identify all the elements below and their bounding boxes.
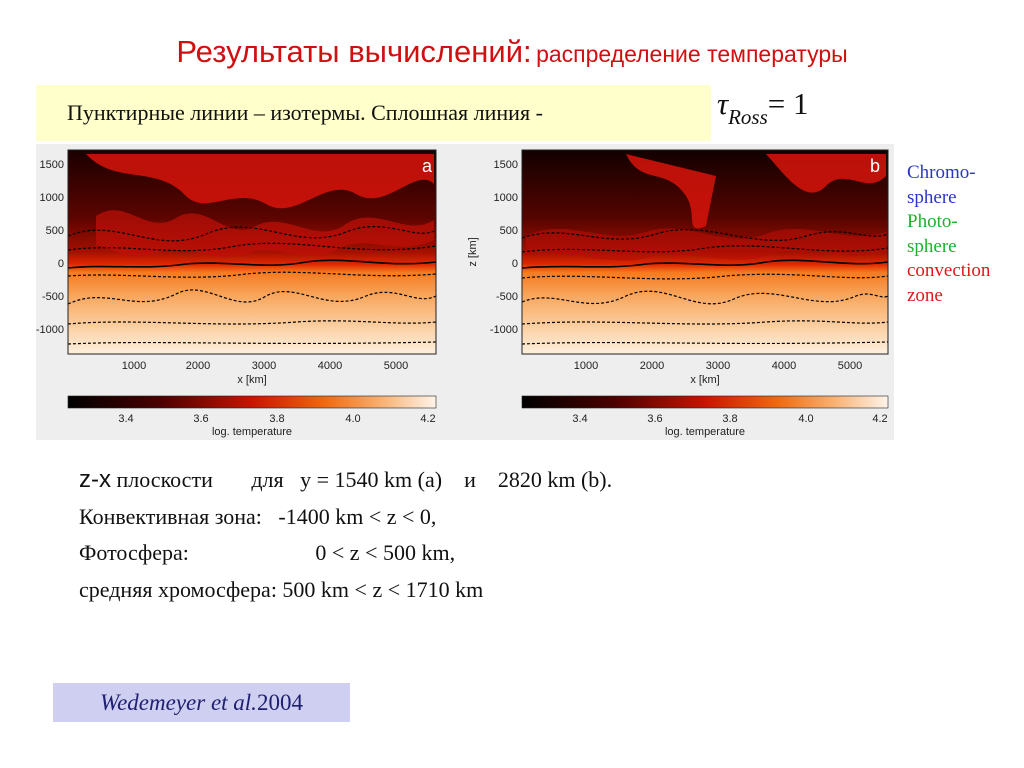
panel-a-z-tick: -500 — [42, 291, 64, 303]
panel-b-svg: b z [km] 1500 1000 500 0 -500 -1000 1000… — [467, 149, 889, 438]
panel-a-isotherm — [67, 341, 437, 345]
zx-planes-line: z-x плоскости для y = 1540 km (a) и 2820… — [79, 462, 612, 499]
panel-a-z-tick: 500 — [46, 225, 64, 237]
description-text: z-x плоскости для y = 1540 km (a) и 2820… — [79, 462, 612, 608]
panel-b-cbar-tick: 3.6 — [647, 413, 662, 425]
temperature-panel-a: a 1500 1000 500 0 -500 -1000 1000 2000 3… — [36, 146, 446, 440]
panel-b-isotherm — [521, 320, 889, 325]
panel-b-hot-filament — [766, 154, 886, 193]
tau-equals-one: = 1 — [767, 86, 809, 121]
isotherm-note-text: Пунктирные линии – изотермы. Сплошная ли… — [67, 100, 543, 125]
panel-a-mid-filaments — [96, 210, 434, 258]
citation: Wedemeyer et al. 2004 — [53, 683, 350, 722]
panel-a-isotherm — [67, 289, 437, 305]
panel-a-x-tick: 1000 — [122, 360, 146, 372]
slide-title-sub: распределение температуры — [536, 41, 848, 67]
panel-b-x-tick: 4000 — [772, 360, 796, 372]
tau-symbol: τ — [717, 86, 729, 121]
slide-title-main: Результаты вычислений: — [176, 34, 532, 69]
panel-a-isotherm — [67, 226, 437, 242]
panel-a-cbar-label: log. temperature — [212, 426, 292, 438]
panel-b-hot-filament — [626, 154, 716, 229]
panel-b-z-tick: 500 — [500, 225, 518, 237]
tau-ross-label: τRoss= 1 — [717, 86, 809, 129]
panel-a-z-tick: -1000 — [36, 324, 64, 336]
panel-a-isotherm — [67, 320, 437, 325]
panel-b-cbar-tick: 3.4 — [572, 413, 587, 425]
citation-year: 2004 — [256, 689, 303, 715]
panel-b-x-label: x [km] — [690, 374, 719, 386]
panel-a-cbar-tick: 4.0 — [345, 413, 360, 425]
panel-b-z-tick: 1500 — [494, 159, 518, 171]
panel-a-svg: a 1500 1000 500 0 -500 -1000 1000 2000 3… — [36, 149, 437, 438]
panel-b-isotherm — [521, 273, 889, 280]
panel-b-mid-filaments — [526, 228, 886, 261]
legend-photosphere-1: Photo- — [907, 211, 958, 232]
panel-a-x-label: x [km] — [237, 374, 266, 386]
panel-a-x-tick: 2000 — [186, 360, 210, 372]
panel-a-z-tick: 1000 — [40, 192, 64, 204]
panel-a-x-tick: 5000 — [384, 360, 408, 372]
panel-b-isotherm — [521, 290, 889, 305]
panel-a-frame — [67, 149, 437, 355]
panel-a-letter: a — [422, 156, 433, 176]
panel-a-cbar-tick: 3.6 — [193, 413, 208, 425]
photosphere-line: Фотосфера: 0 < z < 500 km, — [79, 540, 456, 565]
panel-a-x-tick: 4000 — [318, 360, 342, 372]
panel-b-tau-line — [521, 259, 889, 269]
tau-subscript: Ross — [728, 105, 768, 129]
panel-b-z-tick: -1000 — [490, 324, 518, 336]
panel-a-tau-line — [67, 259, 437, 269]
panel-a-x-tick: 3000 — [252, 360, 276, 372]
isotherm-note: Пунктирные линии – изотермы. Сплошная ли… — [36, 85, 711, 141]
panel-a-colorbar — [67, 395, 437, 409]
panel-b-colorbar — [521, 395, 889, 409]
panel-a-cbar-tick: 3.8 — [269, 413, 284, 425]
panel-b-x-tick: 1000 — [574, 360, 598, 372]
panel-b-z-tick: 0 — [512, 258, 518, 270]
panel-b-z-tick: -500 — [496, 291, 518, 303]
panel-b-isotherm — [521, 229, 889, 241]
slide-title: Результаты вычислений: распределение тем… — [0, 34, 1024, 70]
panel-b-cbar-tick: 4.2 — [872, 413, 887, 425]
panel-b-cbar-tick: 3.8 — [722, 413, 737, 425]
panel-a-cbar-tick: 3.4 — [118, 413, 133, 425]
legend-chromosphere-1: Chromo- — [907, 162, 976, 183]
legend-photosphere-2: sphere — [907, 235, 957, 257]
panel-b-cbar-tick: 4.0 — [798, 413, 813, 425]
panel-b-letter: b — [870, 156, 880, 176]
zx-label: z-x — [79, 466, 111, 493]
panel-a-z-tick: 0 — [58, 258, 64, 270]
panel-b-x-tick: 3000 — [706, 360, 730, 372]
panel-a-isotherm — [67, 242, 437, 252]
panel-b-z-label: z [km] — [467, 237, 479, 266]
citation-authors: Wedemeyer et al. — [100, 689, 257, 715]
panel-a-isotherm — [67, 271, 437, 278]
panel-a-cbar-tick: 4.2 — [420, 413, 435, 425]
temperature-panel-b: b z [km] 1500 1000 500 0 -500 -1000 1000… — [466, 146, 892, 440]
panel-b-frame — [521, 149, 889, 355]
panel-b-x-tick: 2000 — [640, 360, 664, 372]
chromosphere-line: средняя хромосфера: 500 km < z < 1710 km — [79, 576, 484, 602]
layer-legend: Chromo- sphere Photo- sphere convection … — [907, 161, 990, 308]
panel-b-isotherm — [521, 341, 889, 345]
panel-a-z-tick: 1500 — [40, 159, 64, 171]
legend-chromosphere-2: sphere — [907, 186, 957, 208]
panel-b-x-tick: 5000 — [838, 360, 862, 372]
zx-planes-text: плоскости для y = 1540 km (a) и 2820 km … — [111, 467, 613, 492]
panel-b-cbar-label: log. temperature — [665, 426, 745, 438]
panel-b-z-tick: 1000 — [494, 192, 518, 204]
legend-convection-2: zone — [907, 284, 943, 306]
legend-convection-1: convection — [907, 260, 991, 281]
convection-zone-line: Конвективная зона: -1400 km < z < 0, — [79, 503, 437, 529]
panel-a-hot-filaments — [86, 154, 434, 209]
